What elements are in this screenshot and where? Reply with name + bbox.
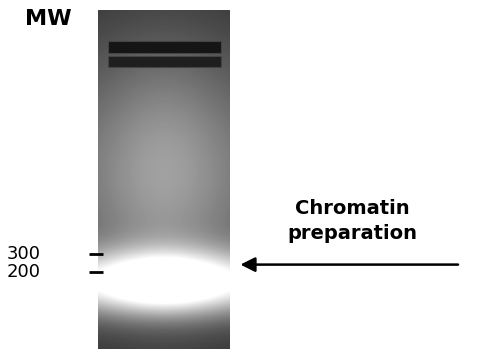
Text: 200: 200 xyxy=(7,263,41,281)
Bar xyxy=(98,11,230,349)
Bar xyxy=(108,57,221,67)
Bar xyxy=(108,41,221,53)
Text: MW: MW xyxy=(24,9,72,29)
Text: Chromatin
preparation: Chromatin preparation xyxy=(288,199,418,243)
Text: 300: 300 xyxy=(7,245,41,263)
